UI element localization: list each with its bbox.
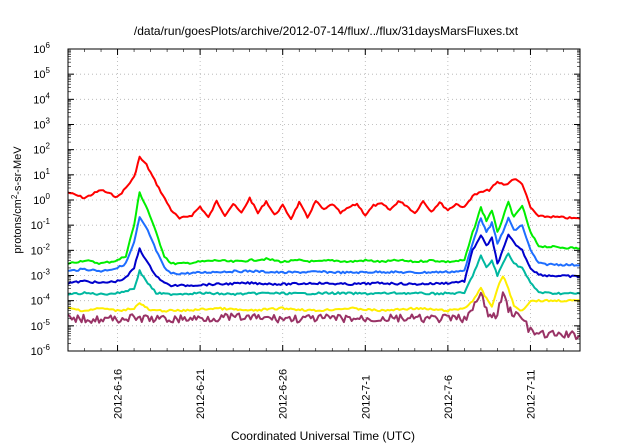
series-line-4 xyxy=(67,252,581,297)
y-tick-exp: -2 xyxy=(43,242,51,251)
y-tick-exp: 5 xyxy=(46,66,51,75)
y-tick-exp: -3 xyxy=(43,268,51,277)
y-axis-label-base: protons/cm xyxy=(12,199,24,253)
y-axis-label: protons/cm2-s-sr-MeV xyxy=(10,146,24,254)
y-tick-exp: 6 xyxy=(46,41,51,50)
y-tick-label: 102 xyxy=(33,142,50,157)
x-tick-label: 2012-7-11 xyxy=(525,370,537,419)
y-tick-base: 10 xyxy=(33,120,45,132)
y-tick-label: 106 xyxy=(33,41,50,56)
y-tick-label: 103 xyxy=(33,117,50,132)
series-line-2 xyxy=(67,216,581,276)
y-tick-label: 10-3 xyxy=(31,268,51,283)
y-tick-exp: 4 xyxy=(46,91,51,100)
x-tick-label: 2012-6-16 xyxy=(113,369,125,419)
y-tick-base: 10 xyxy=(31,346,43,358)
y-axis-ticks: 10-610-510-410-310-210-11001011021031041… xyxy=(31,41,580,358)
y-tick-label: 10-6 xyxy=(31,343,51,358)
x-axis-ticks: 2012-6-16 2012-6-21 2012-6-26 2012-7-1 2012-… xyxy=(67,49,581,419)
y-tick-label: 101 xyxy=(33,167,50,182)
x-tick-label: 2012-7-6 xyxy=(443,375,455,419)
y-tick-base: 10 xyxy=(33,145,45,157)
y-tick-base: 10 xyxy=(31,220,43,232)
y-tick-base: 10 xyxy=(33,94,45,106)
y-tick-base: 10 xyxy=(33,69,45,81)
y-tick-exp: -1 xyxy=(43,217,51,226)
y-axis-label-sup: 2 xyxy=(10,194,19,199)
y-tick-exp: 1 xyxy=(46,167,51,176)
y-tick-base: 10 xyxy=(31,245,43,257)
y-tick-label: 10-2 xyxy=(31,242,51,257)
y-tick-label: 105 xyxy=(33,66,50,81)
y-tick-label: 10-1 xyxy=(31,217,51,232)
series-layer xyxy=(67,155,581,341)
y-tick-exp: 2 xyxy=(46,142,51,151)
x-tick-label: 2012-6-26 xyxy=(278,369,290,419)
y-tick-base: 10 xyxy=(33,44,45,56)
series-line-0 xyxy=(67,155,581,221)
series-line-1 xyxy=(67,191,581,266)
y-tick-exp: -6 xyxy=(43,343,51,352)
y-tick-base: 10 xyxy=(33,170,45,182)
series-line-6 xyxy=(67,291,581,341)
y-tick-label: 10-5 xyxy=(31,318,51,333)
y-tick-exp: -5 xyxy=(43,318,51,327)
x-tick-label: 2012-7-1 xyxy=(360,375,372,419)
y-tick-exp: 3 xyxy=(46,117,51,126)
y-tick-label: 104 xyxy=(33,91,50,106)
y-tick-label: 100 xyxy=(33,192,50,207)
y-tick-base: 10 xyxy=(31,271,43,283)
y-tick-exp: 0 xyxy=(46,192,51,201)
x-axis-label: Coordinated Universal Time (UTC) xyxy=(231,429,415,443)
series-line-3 xyxy=(67,233,581,288)
grid-lines xyxy=(68,49,580,351)
chart-title: /data/run/goesPlots/archive/2012-07-14/f… xyxy=(134,24,519,38)
y-tick-base: 10 xyxy=(31,296,43,308)
y-tick-base: 10 xyxy=(33,195,45,207)
y-tick-exp: -4 xyxy=(43,293,51,302)
x-tick-label: 2012-6-21 xyxy=(195,369,207,419)
y-tick-label: 10-4 xyxy=(31,293,51,308)
series-line-5 xyxy=(67,275,581,313)
y-axis-label-rest: -s-sr-MeV xyxy=(12,146,24,195)
y-tick-base: 10 xyxy=(31,321,43,333)
